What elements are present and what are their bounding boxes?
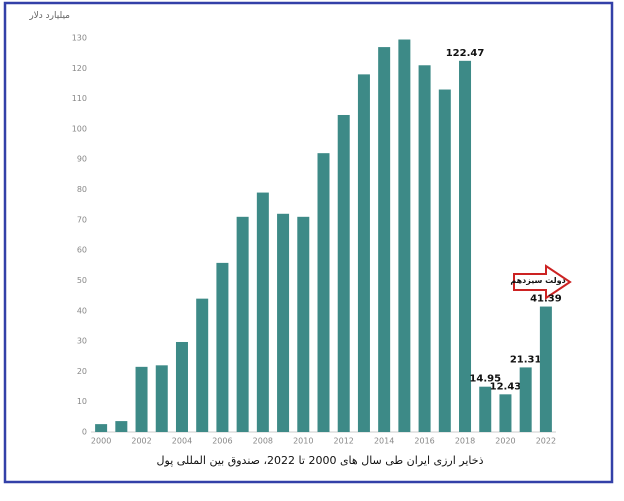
bar: [155, 365, 168, 432]
bar: [438, 89, 451, 433]
bar: [256, 192, 269, 432]
bar: [216, 262, 229, 432]
bar: [519, 367, 532, 432]
bar: [135, 366, 148, 432]
bar: [357, 74, 370, 432]
y-tick-label: 10: [77, 397, 87, 406]
bar: [95, 424, 108, 432]
bar: [398, 39, 411, 433]
y-tick-label: 0: [82, 428, 87, 437]
bar: [277, 213, 290, 432]
y-tick-label: 30: [77, 337, 87, 346]
bar: [479, 386, 492, 432]
chart-title: ذخایر ارزی ایران طی سال های 2000 تا 2022…: [157, 454, 484, 467]
bar: [115, 421, 128, 432]
value-label: 21.31: [510, 354, 542, 365]
bar: [196, 298, 209, 432]
annotation: دولت سیزدهم: [510, 276, 565, 285]
y-tick-label: 130: [72, 34, 87, 43]
x-tick-label: 2000: [91, 437, 111, 446]
y-tick-label: 60: [77, 246, 87, 255]
y-axis-label: میلیارد دلار: [28, 11, 70, 21]
x-tick-label: 2018: [455, 437, 475, 446]
x-tick-label: 2002: [131, 437, 151, 446]
value-label: 12.43: [490, 381, 522, 392]
x-tick-label: 2010: [293, 437, 313, 446]
x-tick-label: 2008: [253, 437, 273, 446]
x-tick-label: 2014: [374, 437, 394, 446]
y-tick-label: 90: [77, 155, 87, 164]
bar: [459, 60, 472, 433]
x-tick-label: 2006: [212, 437, 232, 446]
y-tick-label: 20: [77, 367, 87, 376]
bar: [175, 341, 188, 432]
bar: [337, 114, 350, 432]
bar: [297, 216, 310, 432]
y-tick-label: 80: [77, 185, 87, 194]
x-tick-label: 2004: [172, 437, 192, 446]
y-tick-label: 120: [72, 64, 87, 73]
y-tick-label: 70: [77, 215, 87, 224]
bar: [236, 216, 249, 432]
value-label: 122.47: [446, 48, 485, 59]
bar: [418, 65, 431, 433]
x-tick-label: 2020: [495, 437, 515, 446]
annotation-arrow: [513, 264, 572, 300]
bar: [499, 394, 512, 432]
bar: [317, 153, 330, 432]
value-label: 14.95: [469, 374, 501, 385]
bar: [539, 306, 552, 432]
value-label: 41.39: [530, 294, 562, 305]
bar: [378, 47, 391, 432]
x-tick-label: 2016: [414, 437, 434, 446]
y-tick-label: 110: [72, 94, 87, 103]
y-tick-label: 40: [77, 306, 87, 315]
y-tick-label: 50: [77, 276, 87, 285]
x-tick-label: 2012: [334, 437, 354, 446]
x-tick-label: 2022: [536, 437, 556, 446]
y-tick-label: 100: [72, 124, 87, 133]
